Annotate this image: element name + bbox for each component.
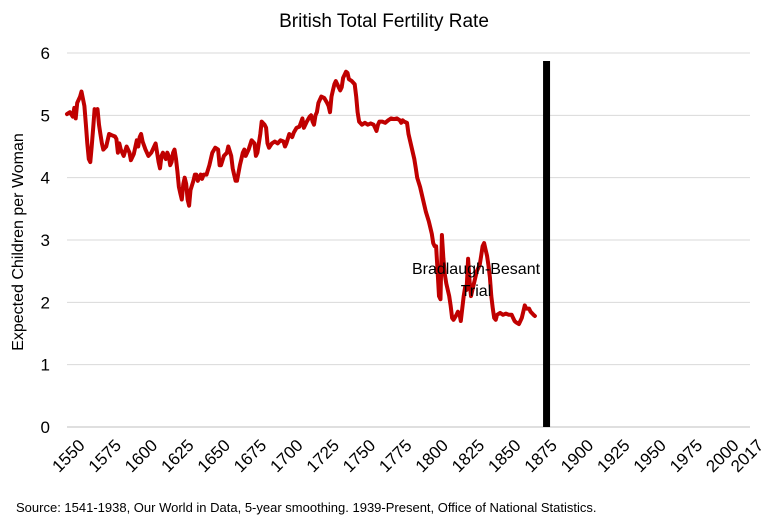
x-tick-label: 1575 [85,436,125,476]
y-tick-label: 6 [41,44,50,63]
annotation-label-line1: Bradlaugh-Besant [412,261,541,278]
x-tick-label: 1625 [157,436,197,476]
x-tick-label: 1850 [484,436,524,476]
source-note: Source: 1541-1938, Our World in Data, 5-… [16,500,596,515]
x-tick-label: 1700 [266,436,306,476]
y-axis-label: Expected Children per Woman [10,133,27,351]
y-tick-label: 1 [41,356,50,375]
x-tick-label: 1825 [448,436,488,476]
series-layer [65,69,537,327]
x-tick-label: 1550 [48,436,88,476]
x-tick-label: 1750 [339,436,379,476]
x-tick-label: 1775 [375,436,415,476]
y-tick-label: 4 [41,169,50,188]
x-tick-label: 1875 [521,436,561,476]
y-tick-label: 2 [41,293,50,312]
annotation-layer: Bradlaugh-Besant Trial [412,61,551,427]
gridlines [67,52,750,428]
x-tick-label: 1900 [557,436,597,476]
y-tick-label: 3 [41,231,50,250]
x-tick-label: 1600 [121,436,161,476]
chart-title: British Total Fertility Rate [279,11,489,32]
y-axis-ticks: 0 1 2 3 4 5 6 [41,44,50,437]
x-axis-ticks: 1550157516001625165016751700172517501775… [48,436,767,476]
x-tick-label: 1975 [666,436,706,476]
x-tick-label: 1675 [230,436,270,476]
x-tick-label: 1925 [593,436,633,476]
x-tick-label: 1725 [303,436,343,476]
y-tick-label: 0 [41,418,50,437]
annotation-label-line2: Trial [461,283,492,300]
series-line [65,69,537,327]
y-tick-label: 5 [41,106,50,125]
x-tick-label: 1650 [194,436,234,476]
x-tick-label: 1800 [412,436,452,476]
x-tick-label: 1950 [630,436,670,476]
